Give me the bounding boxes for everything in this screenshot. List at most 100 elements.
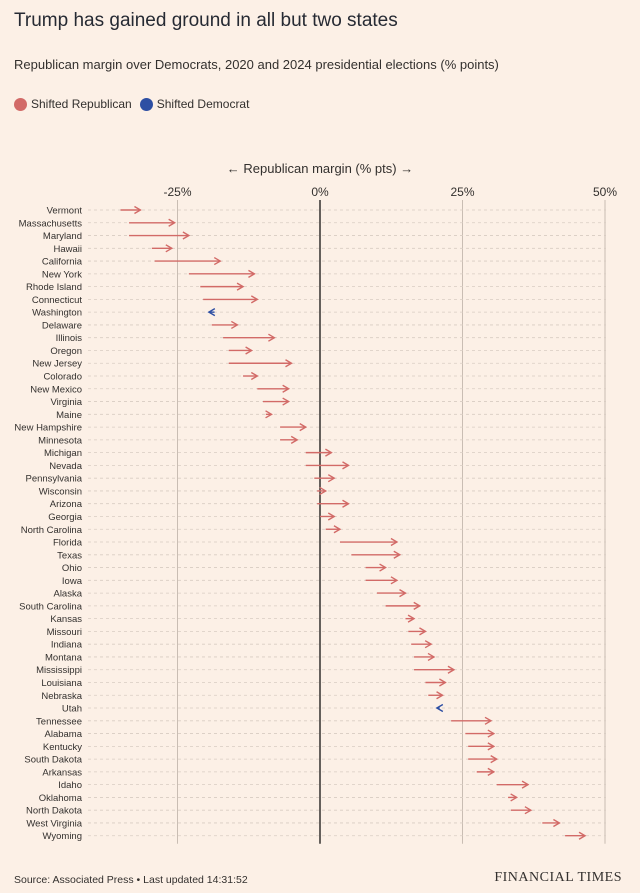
- shift-arrow: [408, 627, 427, 636]
- state-label: Hawaii: [53, 244, 82, 255]
- shift-arrow: [317, 499, 350, 508]
- shift-arrow: [154, 256, 222, 266]
- shift-arrow: [385, 601, 422, 610]
- arrowhead-icon: [319, 486, 328, 496]
- shift-arrow: [265, 410, 273, 419]
- shift-arrow: [305, 448, 333, 457]
- state-label: Arkansas: [42, 767, 82, 778]
- arrowhead-icon: [407, 614, 416, 623]
- shift-arrow: [203, 295, 259, 304]
- shift-arrow: [435, 703, 444, 713]
- arrowhead-icon: [282, 397, 291, 406]
- shift-arrow: [508, 793, 519, 802]
- shift-arrow: [320, 512, 336, 521]
- state-label: Kentucky: [43, 742, 82, 753]
- arrowhead-icon: [299, 422, 308, 432]
- state-label: Michigan: [44, 448, 82, 459]
- state-label: South Dakota: [24, 755, 82, 766]
- shift-arrow: [280, 435, 299, 444]
- arrowhead-icon: [390, 537, 399, 547]
- arrowhead-icon: [578, 831, 587, 840]
- shift-arrow: [317, 486, 328, 496]
- arrowhead-icon: [553, 818, 561, 828]
- shift-arrow: [211, 320, 239, 330]
- state-label: Pennsylvania: [25, 474, 82, 485]
- state-label: North Carolina: [21, 525, 83, 536]
- chart-subtitle: Republican margin over Democrats, 2020 a…: [14, 57, 499, 72]
- shift-arrow: [428, 691, 444, 700]
- state-label: Minnesota: [38, 435, 83, 446]
- arrowhead-icon: [487, 729, 496, 738]
- shift-arrow: [263, 397, 291, 406]
- arrowhead-icon: [424, 640, 433, 649]
- state-label: New Mexico: [30, 384, 82, 395]
- state-label: Nebraska: [41, 691, 82, 702]
- republican-swatch-icon: [14, 97, 27, 111]
- state-label: Indiana: [51, 640, 83, 651]
- state-label: Mississippi: [36, 665, 82, 676]
- shift-arrow: [451, 716, 493, 725]
- axis-label: ← Republican margin (% pts) →: [227, 161, 413, 176]
- state-label: Wyoming: [42, 831, 82, 842]
- arrowhead-icon: [436, 691, 444, 700]
- arrowhead-icon: [168, 218, 177, 227]
- arrowhead-icon: [524, 806, 533, 815]
- state-label: Wisconsin: [39, 486, 82, 497]
- shift-arrow: [411, 640, 433, 649]
- state-label: California: [42, 257, 83, 268]
- arrowhead-icon: [439, 678, 447, 687]
- publisher-logo: FINANCIAL TIMES: [494, 870, 622, 885]
- shift-arrow: [476, 767, 496, 776]
- state-label: Alabama: [45, 729, 83, 740]
- state-label: Delaware: [42, 320, 82, 331]
- shift-arrow: [414, 665, 456, 674]
- shift-arrow: [151, 244, 174, 253]
- state-label: Tennessee: [36, 716, 82, 727]
- state-label: Rhode Island: [26, 282, 82, 293]
- shift-arrow: [405, 614, 416, 623]
- arrowhead-icon: [521, 780, 530, 789]
- arrowhead-icon: [487, 742, 496, 751]
- shift-arrow: [305, 461, 350, 470]
- state-label: Texas: [57, 550, 82, 561]
- shift-arrow: [365, 576, 399, 585]
- shift-arrow: [325, 525, 342, 534]
- arrowhead-icon: [327, 512, 336, 521]
- arrowhead-icon: [245, 346, 253, 355]
- state-label: Virginia: [50, 397, 82, 408]
- state-label: Kansas: [50, 614, 82, 625]
- arrowhead-icon: [230, 320, 239, 330]
- shift-arrow: [243, 371, 259, 381]
- arrowhead-icon: [333, 525, 342, 534]
- state-label: Maryland: [43, 231, 82, 242]
- arrowhead-icon: [390, 576, 399, 585]
- arrowhead-icon: [213, 256, 222, 266]
- arrowhead-icon: [490, 755, 499, 764]
- arrowhead-icon: [134, 205, 142, 215]
- state-label: New York: [42, 269, 82, 280]
- state-label: Maine: [56, 410, 82, 421]
- shift-arrow: [465, 729, 496, 738]
- shift-arrow: [228, 346, 253, 355]
- state-label: North Dakota: [26, 806, 83, 817]
- state-label: Alaska: [53, 589, 82, 600]
- arrowhead-icon: [236, 282, 245, 291]
- arrowhead-icon: [487, 767, 496, 776]
- legend: Shifted Republican Shifted Democrat: [14, 97, 257, 111]
- state-label: Utah: [62, 704, 82, 715]
- state-label: Arizona: [50, 499, 83, 510]
- arrowhead-icon: [399, 588, 407, 598]
- shift-arrow: [468, 742, 496, 751]
- state-label: Nevada: [49, 461, 82, 472]
- shift-arrow: [200, 282, 245, 291]
- shift-arrow: [565, 831, 587, 840]
- state-label: Louisiana: [41, 678, 82, 689]
- arrowhead-icon: [282, 384, 291, 393]
- arrowhead-icon: [435, 703, 444, 713]
- shift-arrow: [314, 474, 336, 483]
- shift-arrow: [228, 359, 293, 368]
- arrowhead-icon: [182, 231, 191, 240]
- arrowhead-icon: [248, 269, 256, 278]
- legend-democrat: Shifted Democrat: [139, 97, 249, 111]
- arrowhead-icon: [484, 716, 493, 725]
